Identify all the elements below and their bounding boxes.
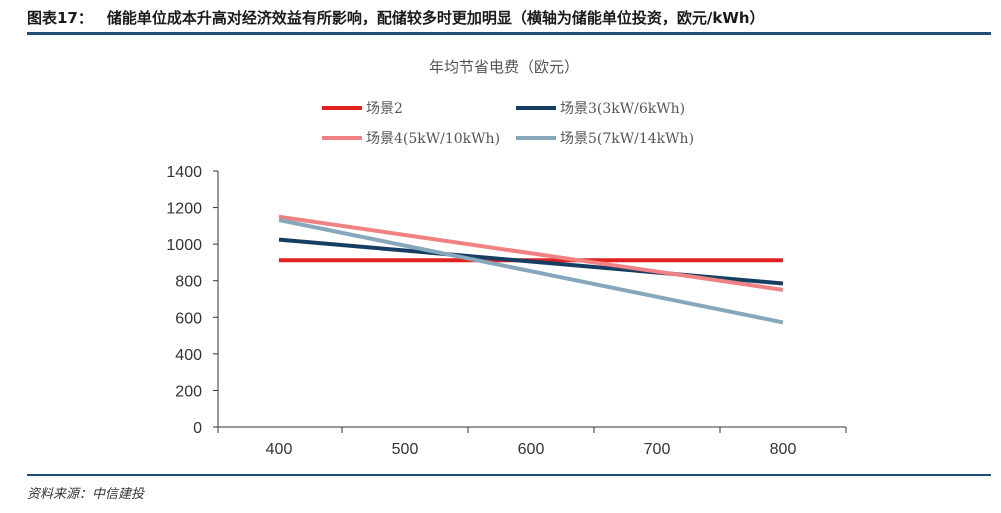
footer-divider bbox=[27, 474, 991, 476]
x-tick-label: 500 bbox=[392, 441, 419, 458]
legend-label: 场景2 bbox=[366, 101, 403, 117]
legend-label: 场景5(7kW/14kWh) bbox=[560, 131, 694, 147]
y-tick-label: 200 bbox=[175, 383, 202, 400]
y-tick-label: 1000 bbox=[166, 237, 202, 254]
x-tick-label: 700 bbox=[644, 441, 671, 458]
y-tick-label: 600 bbox=[175, 310, 202, 327]
chart-title: 年均节省电费（欧元） bbox=[429, 58, 579, 76]
chart-axes: 0 200 400 600 800 1000 1200 1400 400 500 600 700 800 bbox=[166, 164, 847, 458]
legend-label: 场景4(5kW/10kWh) bbox=[366, 131, 500, 147]
source-note: 资料来源：中信建投 bbox=[27, 487, 145, 502]
figure-number: 图表17： bbox=[27, 9, 93, 27]
x-tick-label: 600 bbox=[518, 441, 545, 458]
y-tick-label: 800 bbox=[175, 274, 202, 291]
header-divider bbox=[27, 32, 991, 35]
y-tick-label: 1200 bbox=[166, 201, 202, 218]
chart-legend: 场景2 场景3(3kW/6kWh) 场景4(5kW/10kWh) 场景5(7kW/14… bbox=[322, 101, 694, 147]
y-tick-label: 1400 bbox=[166, 164, 202, 181]
series-line-4 bbox=[278, 218, 784, 325]
x-tick-label: 400 bbox=[266, 441, 293, 458]
y-tick-label: 400 bbox=[175, 347, 202, 364]
series-line-3 bbox=[278, 214, 784, 292]
figure-caption-text: 储能单位成本升高对经济效益有所影响，配储较多时更加明显（横轴为储能单位投资，欧元… bbox=[106, 9, 765, 27]
figure-caption: 图表17： 储能单位成本升高对经济效益有所影响，配储较多时更加明显（横轴为储能单位… bbox=[27, 6, 991, 32]
y-tick-label: 0 bbox=[193, 420, 202, 437]
chart-series bbox=[278, 214, 784, 325]
legend-label: 场景3(3kW/6kWh) bbox=[560, 101, 685, 117]
x-tick-label: 800 bbox=[770, 441, 797, 458]
